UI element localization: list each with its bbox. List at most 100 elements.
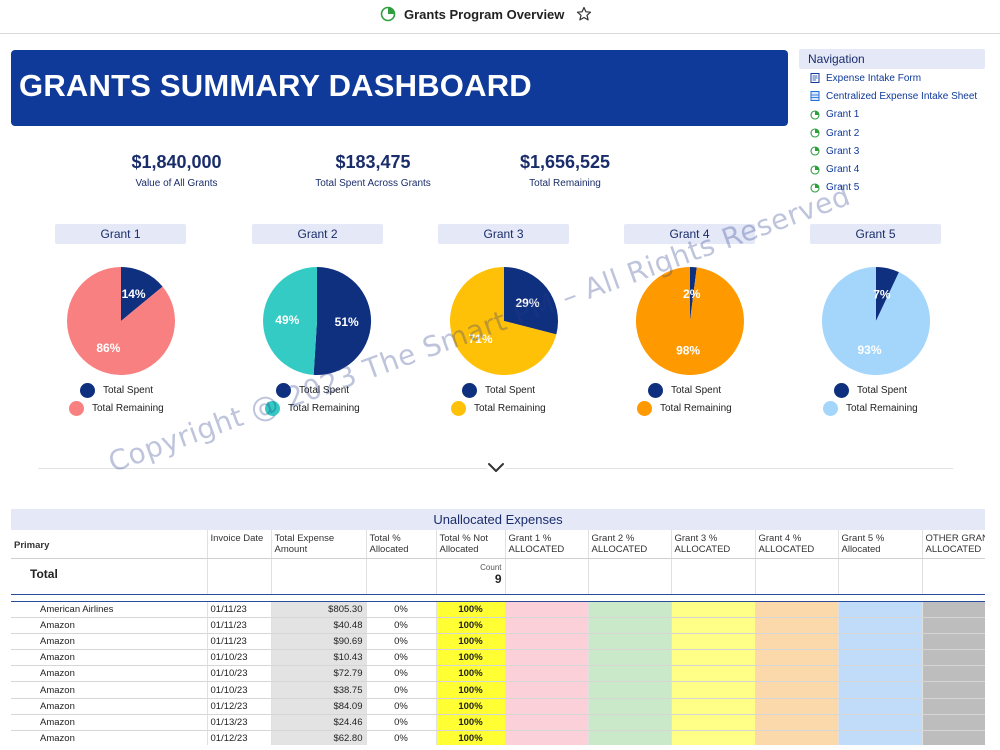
other-grant-cell[interactable] (922, 681, 985, 699)
grant-2-cell[interactable] (588, 681, 672, 699)
not-allocated-cell[interactable]: 100% (436, 730, 506, 745)
grant-4-cell[interactable] (755, 649, 839, 667)
nav-item-grant-3[interactable]: Grant 3 (799, 142, 985, 160)
invoice-date-cell[interactable]: 01/13/23 (207, 714, 272, 732)
grant-4-cell[interactable] (755, 601, 839, 618)
not-allocated-cell[interactable]: 100% (436, 617, 506, 634)
grant-2-cell[interactable] (588, 633, 672, 651)
table-row[interactable]: Amazon 01/10/23 $10.43 0% 100% (11, 649, 985, 667)
allocated-cell[interactable]: 0% (366, 633, 437, 651)
grant-2-cell[interactable] (588, 698, 672, 715)
column-header-grant-5-allocated[interactable]: Grant 5 % Allocated (838, 530, 923, 559)
table-row[interactable]: Amazon 01/11/23 $90.69 0% 100% (11, 633, 985, 651)
allocated-cell[interactable]: 0% (366, 714, 437, 732)
allocated-cell[interactable]: 0% (366, 730, 437, 745)
not-allocated-cell[interactable]: 100% (436, 633, 506, 651)
column-header-total-allocated[interactable]: Total % Allocated (366, 530, 437, 559)
column-header-primary[interactable]: Primary (11, 530, 208, 559)
column-header-invoice-date[interactable]: Invoice Date (207, 530, 272, 559)
other-grant-cell[interactable] (922, 649, 985, 667)
other-grant-cell[interactable] (922, 665, 985, 683)
vendor-cell[interactable]: Amazon (11, 681, 208, 699)
allocated-cell[interactable]: 0% (366, 698, 437, 715)
vendor-cell[interactable]: Amazon (11, 617, 208, 634)
vendor-cell[interactable]: Amazon (11, 730, 208, 745)
grant-4-cell[interactable] (755, 665, 839, 683)
column-header-grant-2-allocated[interactable]: Grant 2 % ALLOCATED (588, 530, 672, 559)
invoice-date-cell[interactable]: 01/10/23 (207, 649, 272, 667)
grant-1-cell[interactable] (505, 714, 589, 732)
vendor-cell[interactable]: Amazon (11, 714, 208, 732)
amount-cell[interactable]: $90.69 (271, 633, 367, 651)
invoice-date-cell[interactable]: 01/12/23 (207, 730, 272, 745)
amount-cell[interactable]: $84.09 (271, 698, 367, 715)
nav-item-grant-4[interactable]: Grant 4 (799, 160, 985, 178)
nav-item-grant-2[interactable]: Grant 2 (799, 124, 985, 142)
vendor-cell[interactable]: Amazon (11, 698, 208, 715)
grant-2-cell[interactable] (588, 714, 672, 732)
grant-5-cell[interactable] (838, 698, 923, 715)
grant-4-cell[interactable] (755, 714, 839, 732)
allocated-cell[interactable]: 0% (366, 601, 437, 618)
grant-3-cell[interactable] (671, 665, 756, 683)
grant-3-cell[interactable] (671, 730, 756, 745)
grant-5-cell[interactable] (838, 633, 923, 651)
amount-cell[interactable]: $10.43 (271, 649, 367, 667)
nav-item-centralized-expense-intake-sheet[interactable]: Centralized Expense Intake Sheet (799, 87, 985, 105)
grant-3-cell[interactable] (671, 601, 756, 618)
grant-4-cell[interactable] (755, 698, 839, 715)
table-row[interactable]: Amazon 01/10/23 $38.75 0% 100% (11, 681, 985, 699)
grant-2-cell[interactable] (588, 665, 672, 683)
invoice-date-cell[interactable]: 01/11/23 (207, 617, 272, 634)
other-grant-cell[interactable] (922, 714, 985, 732)
other-grant-cell[interactable] (922, 730, 985, 745)
not-allocated-cell[interactable]: 100% (436, 649, 506, 667)
table-row[interactable]: Amazon 01/10/23 $72.79 0% 100% (11, 665, 985, 683)
grant-3-cell[interactable] (671, 698, 756, 715)
not-allocated-cell[interactable]: 100% (436, 601, 506, 618)
grant-4-cell[interactable] (755, 730, 839, 745)
not-allocated-cell[interactable]: 100% (436, 698, 506, 715)
amount-cell[interactable]: $72.79 (271, 665, 367, 683)
vendor-cell[interactable]: Amazon (11, 649, 208, 667)
column-header-other-grant-allocated[interactable]: OTHER GRANT % ALLOCATED (922, 530, 985, 559)
grant-5-cell[interactable] (838, 665, 923, 683)
column-header-grant-4-allocated[interactable]: Grant 4 % ALLOCATED (755, 530, 839, 559)
grant-1-cell[interactable] (505, 649, 589, 667)
grant-3-cell[interactable] (671, 633, 756, 651)
grant-2-cell[interactable] (588, 730, 672, 745)
grant-1-cell[interactable] (505, 730, 589, 745)
nav-item-expense-intake-form[interactable]: Expense Intake Form (799, 69, 985, 87)
grant-2-cell[interactable] (588, 617, 672, 634)
not-allocated-cell[interactable]: 100% (436, 714, 506, 732)
grant-3-cell[interactable] (671, 681, 756, 699)
table-row[interactable]: Amazon 01/12/23 $62.80 0% 100% (11, 730, 985, 745)
column-header-grant-3-allocated[interactable]: Grant 3 % ALLOCATED (671, 530, 756, 559)
table-row[interactable]: American Airlines 01/11/23 $805.30 0% 100% (11, 601, 985, 618)
allocated-cell[interactable]: 0% (366, 649, 437, 667)
other-grant-cell[interactable] (922, 617, 985, 634)
other-grant-cell[interactable] (922, 601, 985, 618)
grant-1-cell[interactable] (505, 617, 589, 634)
column-header-grant-1-allocated[interactable]: Grant 1 % ALLOCATED (505, 530, 589, 559)
grant-4-cell[interactable] (755, 617, 839, 634)
vendor-cell[interactable]: Amazon (11, 633, 208, 651)
grant-1-cell[interactable] (505, 633, 589, 651)
invoice-date-cell[interactable]: 01/10/23 (207, 681, 272, 699)
invoice-date-cell[interactable]: 01/12/23 (207, 698, 272, 715)
vendor-cell[interactable]: Amazon (11, 665, 208, 683)
grant-5-cell[interactable] (838, 649, 923, 667)
grant-4-cell[interactable] (755, 681, 839, 699)
invoice-date-cell[interactable]: 01/10/23 (207, 665, 272, 683)
allocated-cell[interactable]: 0% (366, 665, 437, 683)
grant-5-cell[interactable] (838, 730, 923, 745)
vendor-cell[interactable]: American Airlines (11, 601, 208, 618)
grant-1-cell[interactable] (505, 681, 589, 699)
table-row[interactable]: Amazon 01/12/23 $84.09 0% 100% (11, 698, 985, 715)
grant-5-cell[interactable] (838, 681, 923, 699)
star-icon[interactable] (576, 6, 592, 22)
amount-cell[interactable]: $805.30 (271, 601, 367, 618)
grant-5-cell[interactable] (838, 714, 923, 732)
grant-1-cell[interactable] (505, 665, 589, 683)
grant-2-cell[interactable] (588, 649, 672, 667)
